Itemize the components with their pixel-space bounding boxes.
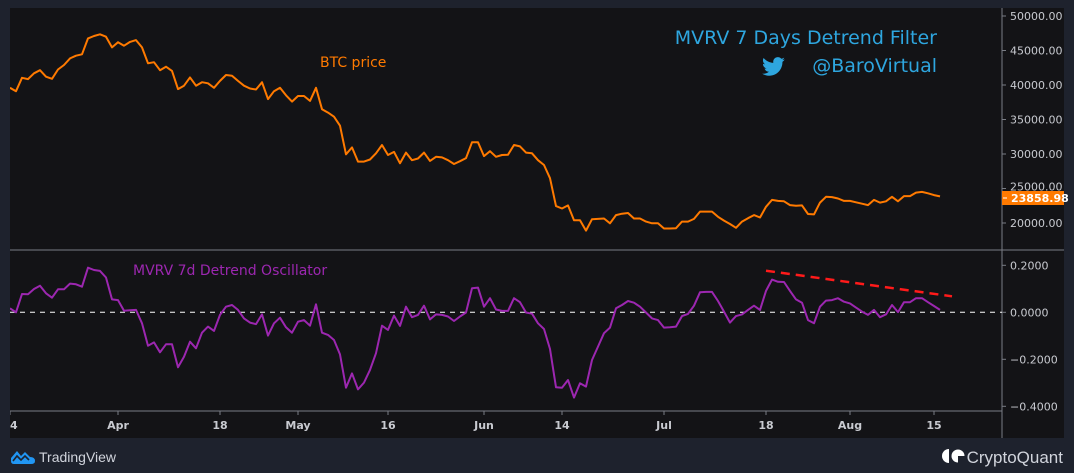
oscillator-line	[10, 266, 941, 399]
price-tick-label: 30000.00	[1010, 148, 1063, 161]
time-tick-label: Jul	[655, 419, 672, 432]
twitter-bird-icon	[762, 57, 785, 76]
last-price-badge: 23858.98	[1002, 191, 1069, 205]
btc-price-series-label: BTC price	[320, 55, 386, 71]
oscillator-tick-label: 0.0000	[1010, 306, 1049, 319]
oscillator-tick-label: −0.2000	[1010, 353, 1058, 366]
tradingview-logo-icon[interactable]	[11, 451, 35, 464]
time-tick-label: May	[285, 419, 310, 432]
price-tick-label: 40000.00	[1010, 79, 1063, 92]
divergence-trendline	[765, 269, 953, 298]
price-tick-label: 20000.00	[1010, 217, 1063, 230]
oscillator-series-label: MVRV 7d Detrend Oscillator	[133, 263, 327, 279]
tradingview-brand[interactable]: TradingView	[39, 449, 117, 465]
price-axis[interactable]: 50000.00 45000.00 40000.00 35000.00 30000.00…	[1002, 10, 1063, 230]
price-tick-label: 25000.00	[1010, 181, 1063, 194]
time-tick-label: 15	[926, 419, 941, 432]
oscillator-tick-label: −0.4000	[1010, 400, 1058, 413]
oscillator-axis[interactable]: 0.2000 0.0000 −0.2000 −0.4000	[1002, 259, 1058, 413]
time-tick-label: 18	[212, 419, 227, 432]
author-handle[interactable]: @BaroVirtual	[812, 55, 937, 77]
btc-price-line	[10, 33, 941, 232]
time-tick-label: Jun	[473, 419, 494, 432]
price-tick-label: 50000.00	[1010, 10, 1063, 23]
price-tick-label: 35000.00	[1010, 114, 1063, 127]
time-tick-label: Aug	[838, 419, 862, 432]
chart-title: MVRV 7 Days Detrend Filter	[675, 27, 937, 49]
time-tick-label: 14	[554, 419, 570, 432]
chart-panel	[10, 8, 1064, 438]
time-tick-label: 16	[380, 419, 396, 432]
time-tick-label: 18	[758, 419, 773, 432]
last-price-label: 23858.98	[1011, 192, 1069, 205]
time-tick-label: Apr	[107, 419, 129, 432]
cryptoquant-logo-icon[interactable]	[942, 449, 965, 463]
oscillator-tick-label: 0.2000	[1010, 259, 1049, 272]
time-axis[interactable]: 14 Apr 18 May 16 Jun 14 Jul 18 Aug 15	[2, 411, 942, 432]
time-tick-label: 14	[2, 419, 18, 432]
price-tick-label: 45000.00	[1010, 45, 1063, 58]
cryptoquant-brand[interactable]: CryptoQuant	[967, 448, 1064, 467]
